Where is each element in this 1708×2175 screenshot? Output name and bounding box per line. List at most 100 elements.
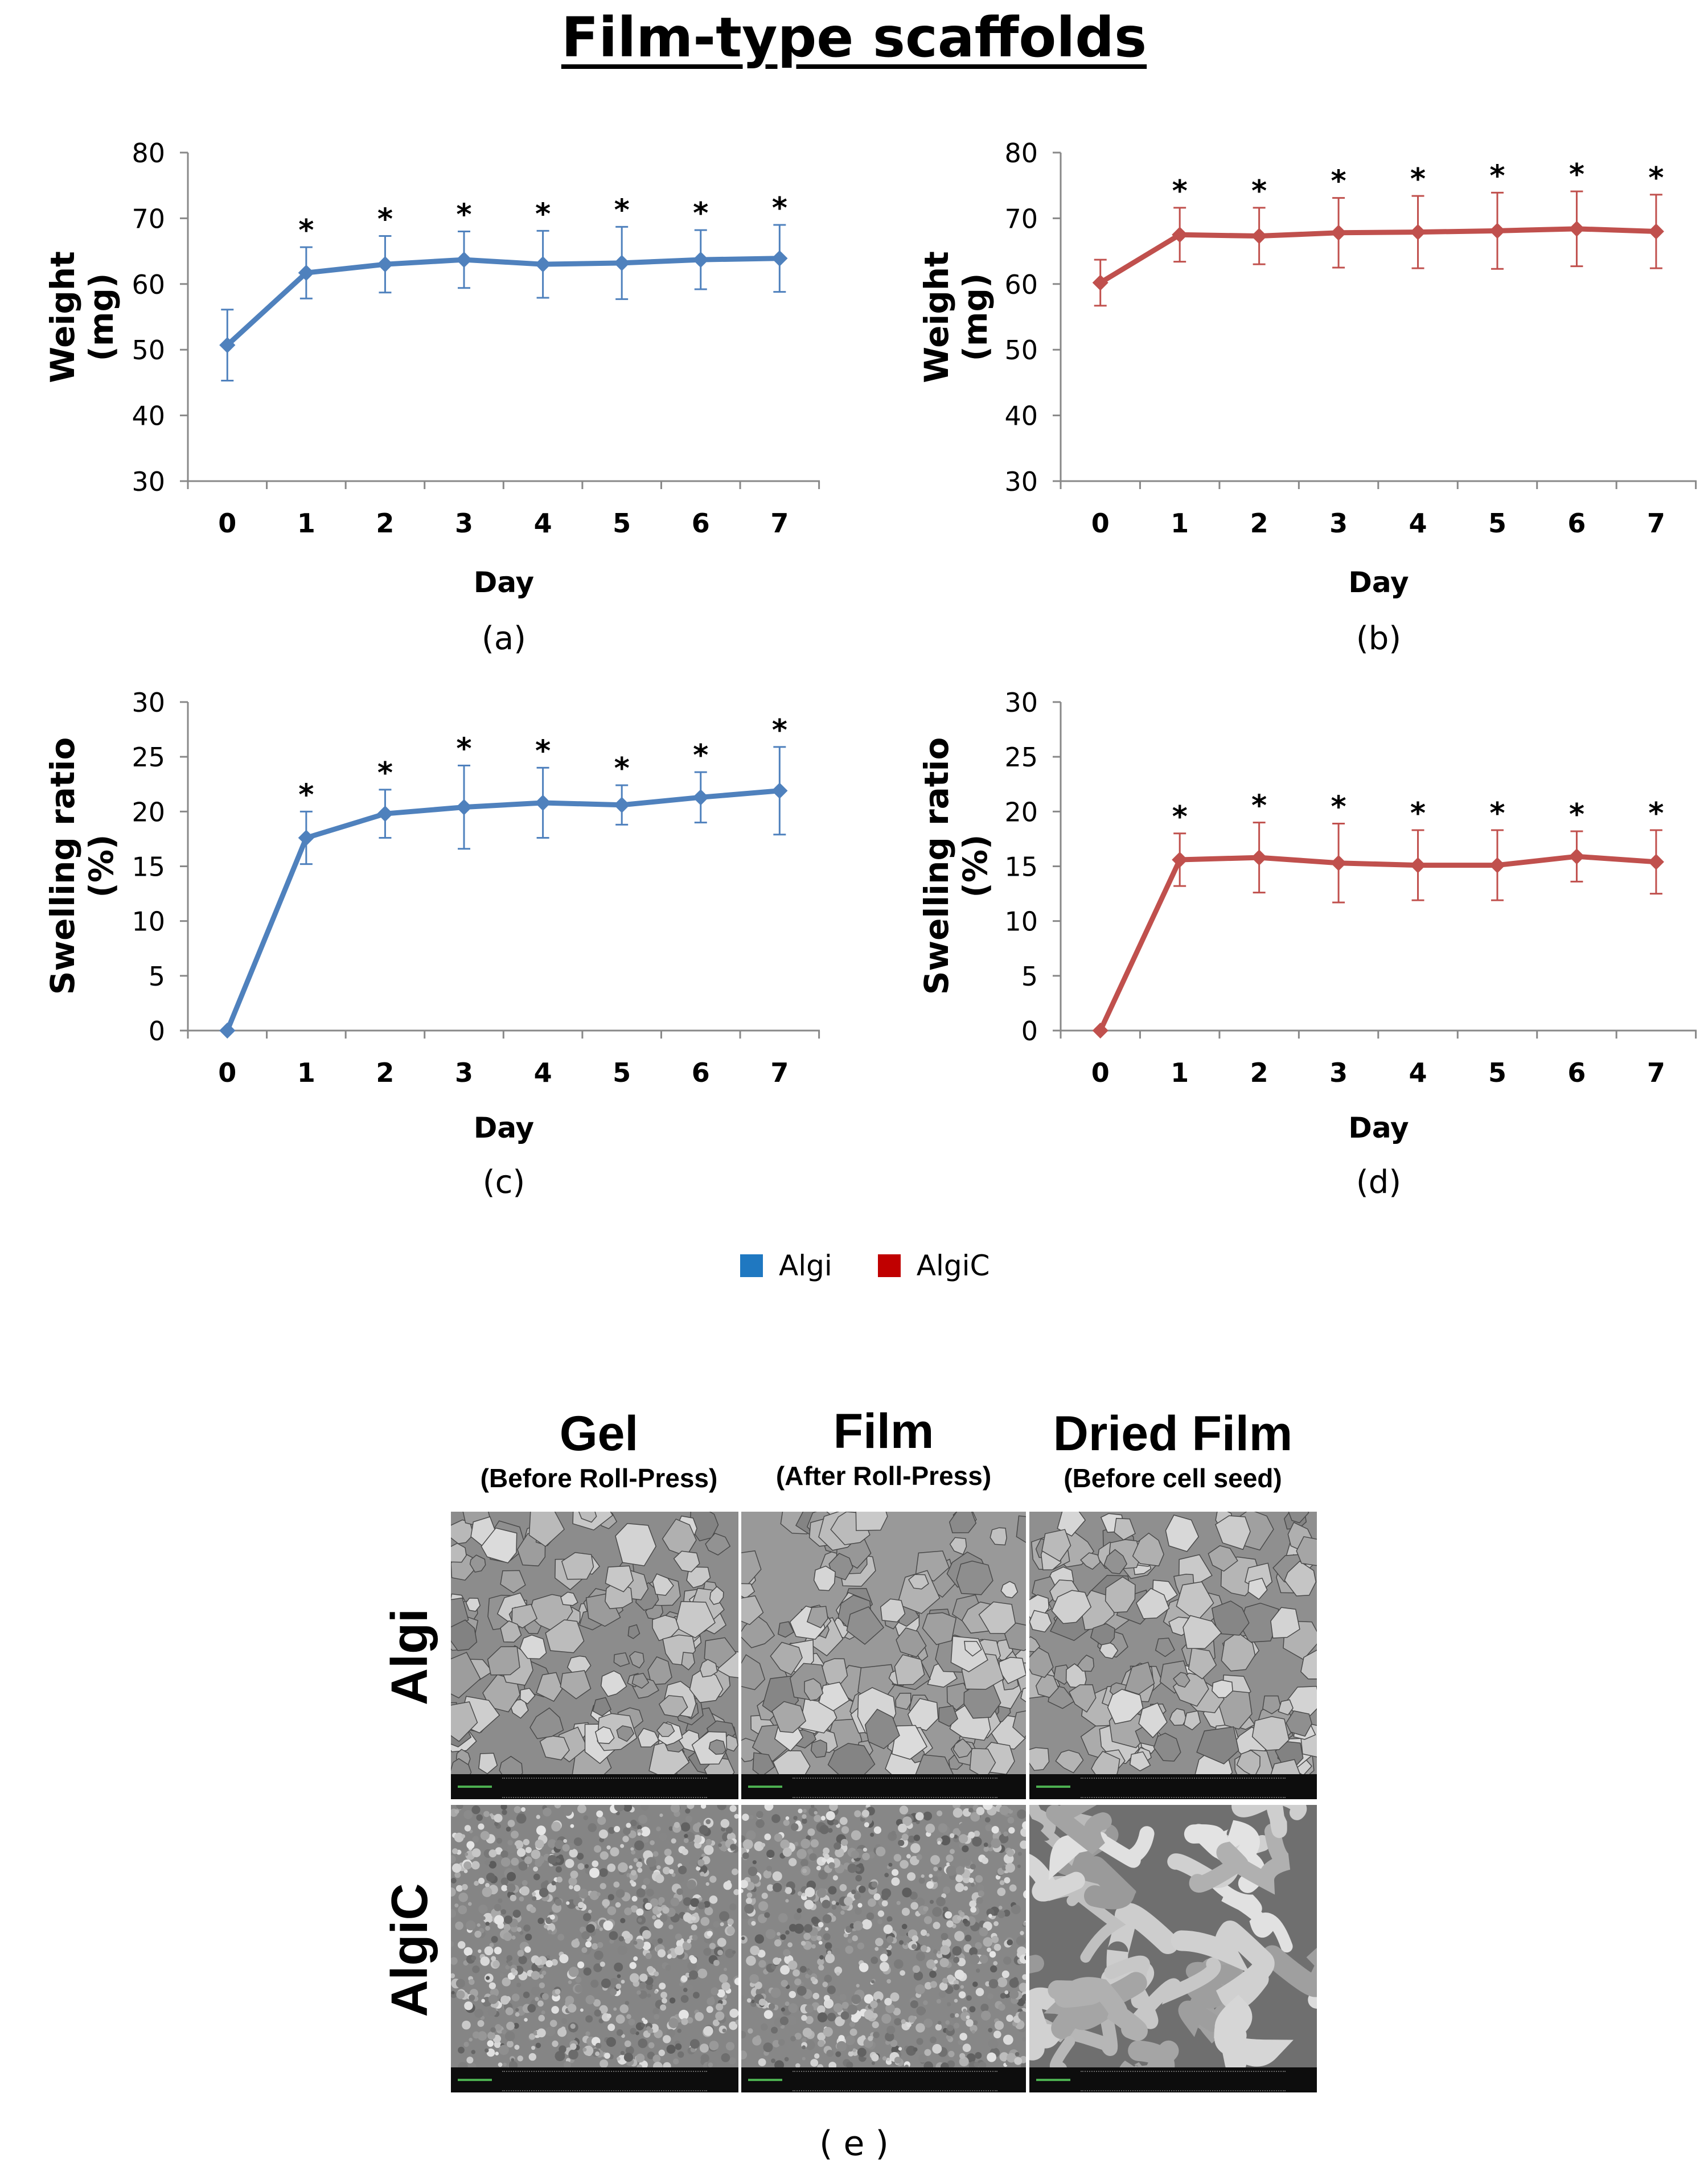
sem-particle [920,1945,927,1952]
sem-particle [893,1854,902,1862]
sem-particle [507,1961,513,1967]
sem-particle [768,2003,775,2010]
sem-particle [1007,1849,1015,1857]
sem-particle [969,2006,976,2013]
sem-particle [742,1852,749,1860]
sem-particle [749,1974,759,1984]
sem-grain [1215,1515,1251,1550]
sem-particle [773,1882,782,1893]
sem-particle [975,1942,982,1950]
sem-particle [488,1995,498,2004]
sem-particle [636,1888,646,1898]
sem-particle [900,1970,905,1976]
x-tick-label: 3 [455,1057,473,1088]
sem-particle [978,1890,984,1897]
sem-particle [708,2062,713,2067]
sem-particle [681,2018,688,2025]
sem-particle [855,1907,862,1915]
sem-particle [525,1934,532,1941]
sem-particle [536,1815,540,1819]
sem-particle [641,1885,646,1890]
sem-particle [972,1981,978,1987]
sem-particle [988,1979,999,1989]
sem-particle [671,1873,676,1877]
sem-particle [721,1982,730,1991]
sem-particle [746,1898,752,1904]
panel-label: (c) [483,1164,525,1201]
sem-grain [894,1654,925,1685]
sem-grain [804,1678,824,1701]
sem-particle [923,1811,933,1821]
sem-particle [630,2028,637,2035]
sem-particle [640,1827,651,1837]
sem-particle [794,1923,804,1934]
sem-particle [936,1897,946,1907]
sem-grain [681,1652,695,1671]
sem-particle [988,1914,992,1918]
sem-particle [799,1965,807,1973]
sem-particle [483,1811,490,1817]
sem-particle [886,2025,896,2034]
sem-particle [908,2015,915,2023]
sem-particle [703,1948,712,1956]
sem-particle [780,1934,786,1940]
sem-particle [668,1869,674,1874]
sem-particle [901,2019,906,2024]
sem-particle [942,1906,949,1913]
sem-particle [617,1974,621,1979]
sem-particle [713,1921,720,1928]
sem-particle [620,1844,625,1848]
sem-particle [836,2041,847,2051]
sem-particle [545,2026,555,2037]
sem-particle [794,2033,802,2040]
sem-particle [625,2046,634,2055]
x-tick-label: 7 [1647,1057,1665,1088]
sem-row-label-algic: AlgiC [381,1883,438,2017]
sem-particle [511,1831,519,1839]
sem-particle [784,2057,789,2062]
sem-particle [1020,1828,1026,1837]
sem-particle [687,1879,696,1890]
y-axis-label: Swelling ratio(%) [43,737,121,995]
sem-grain [1068,1684,1097,1713]
sem-particle [938,1823,948,1833]
sem-image-algic-dried-film [1029,1805,1317,2092]
sem-particle [871,2054,879,2062]
sem-particle [831,1905,837,1910]
sem-particle [580,2008,584,2012]
sem-particle [539,1974,544,1979]
sem-particle [774,1833,783,1842]
sem-particle [849,2028,857,2036]
sem-grain [978,1601,1016,1634]
sem-particle [633,1940,638,1945]
sem-particle [972,1836,982,1847]
data-point [1092,274,1108,291]
sem-particle [602,1899,610,1907]
sem-grain [1165,1515,1200,1552]
sem-particle [976,1807,985,1815]
sem-particle [535,2042,541,2049]
sem-particle [929,1971,937,1978]
sem-particle [455,1921,463,1930]
data-point [1331,224,1347,241]
sem-particle [874,1947,879,1951]
sem-particle [935,2024,942,2031]
x-tick-label: 2 [376,1057,394,1088]
sem-particle [953,1980,959,1985]
sem-grain [908,1574,929,1590]
sem-fold [1208,1874,1293,1953]
sem-particle [506,2021,515,2030]
x-tick-label: 4 [1409,508,1427,539]
sem-particle [802,1818,807,1824]
x-tick-label: 5 [1488,1057,1506,1088]
sem-particle [507,2041,514,2047]
sem-particle [717,1989,725,1998]
sem-particle [976,1897,983,1904]
sem-particle [568,2004,577,2013]
sem-particle [1022,1821,1026,1830]
sem-particle [717,1805,726,1811]
sem-particle [746,1955,756,1966]
sem-grain [705,1533,731,1556]
significance-star: * [535,197,551,231]
y-axis-label-line: Weight [43,251,82,383]
